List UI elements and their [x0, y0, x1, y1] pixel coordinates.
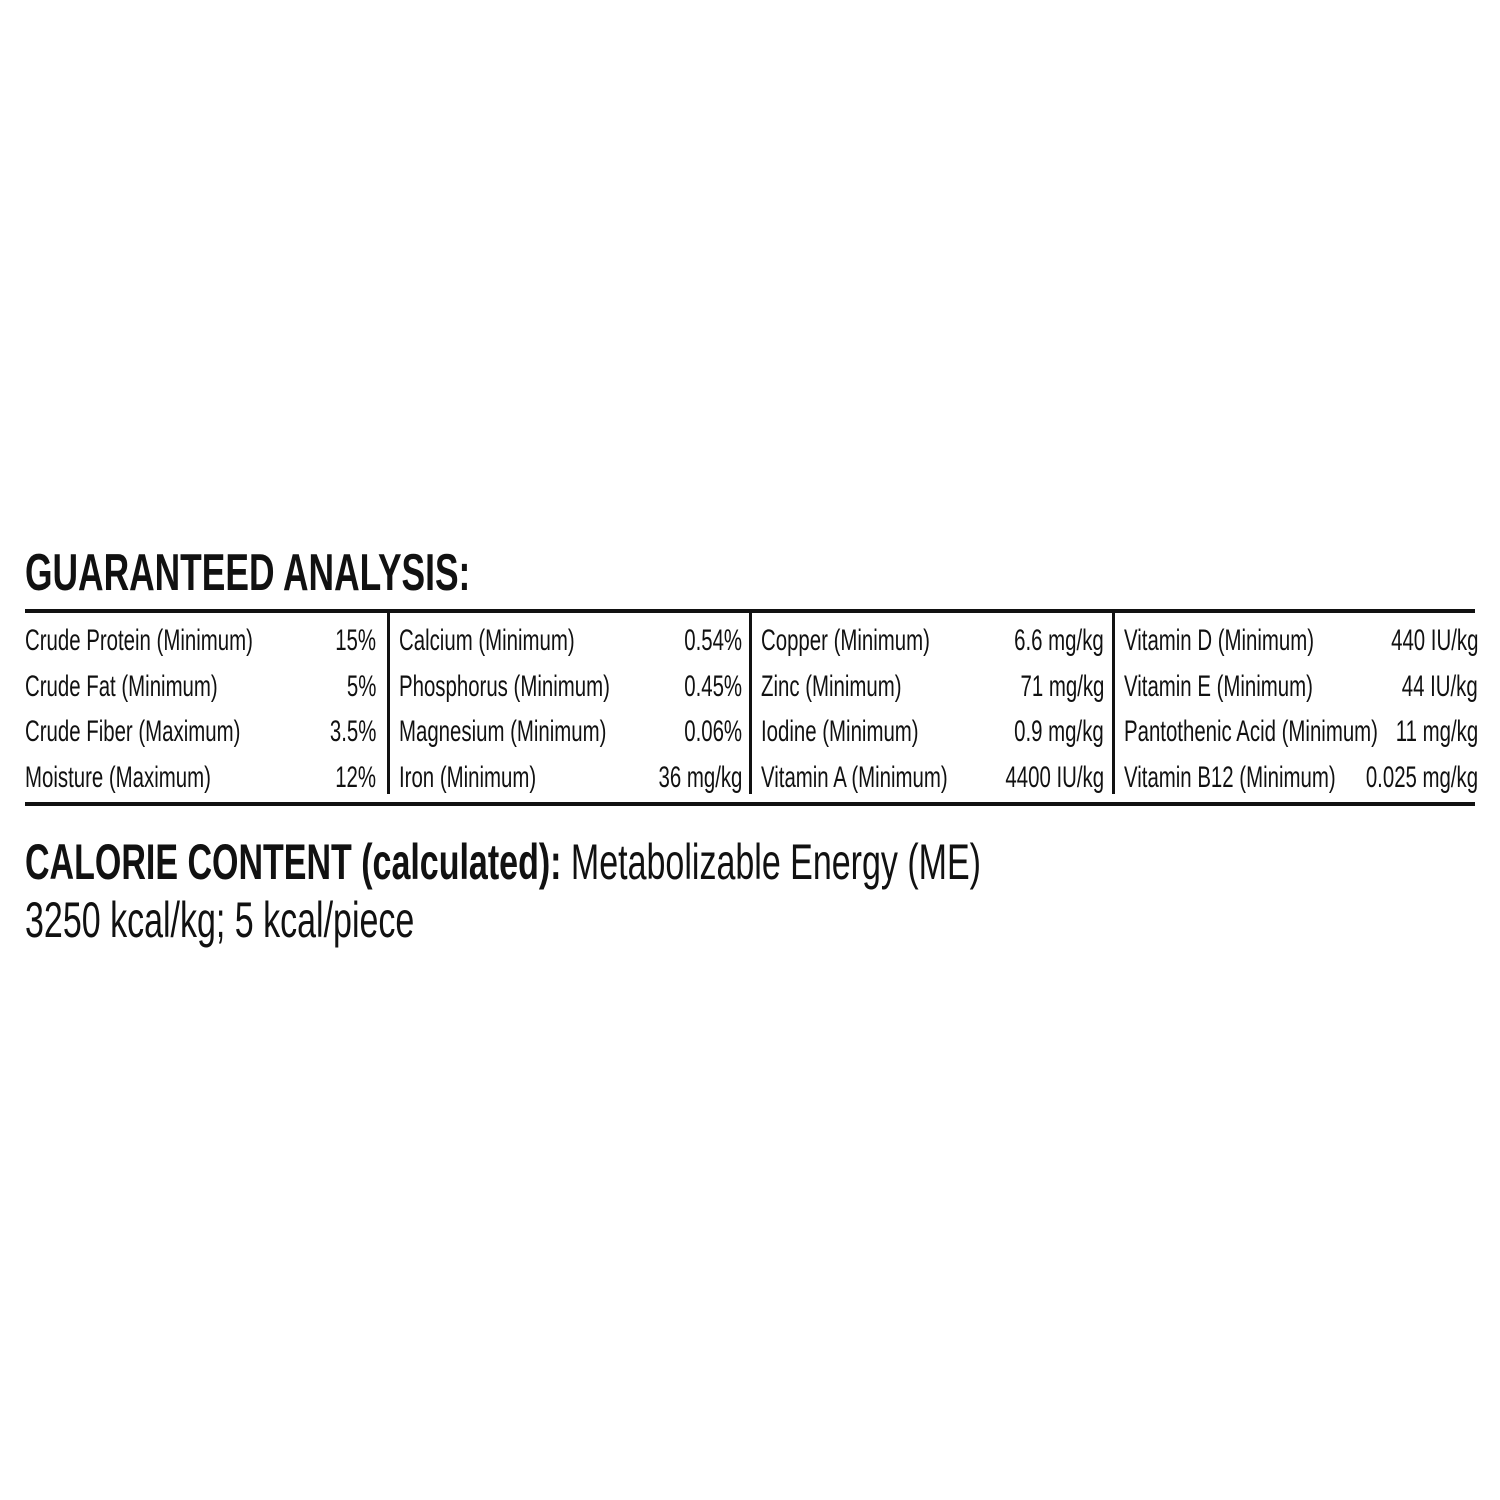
analysis-row: Vitamin A (Minimum) 4400 IU/kg: [761, 755, 1104, 800]
nutrient-label: Pantothenic Acid (Minimum): [1124, 715, 1378, 748]
nutrient-value: 0.54%: [684, 624, 742, 657]
analysis-row: Magnesium (Minimum) 0.06%: [399, 709, 742, 754]
calorie-description: Metabolizable Energy (ME): [561, 834, 981, 890]
nutrient-label: Crude Protein (Minimum): [25, 624, 253, 657]
nutrient-value: 440 IU/kg: [1390, 624, 1478, 657]
nutrient-value: 0.025 mg/kg: [1365, 760, 1478, 794]
nutrient-label: Iron (Minimum): [399, 760, 537, 794]
analysis-row: Iodine (Minimum) 0.9 mg/kg: [761, 709, 1104, 754]
nutrient-value: 5%: [346, 669, 376, 703]
nutrient-label: Moisture (Maximum): [25, 760, 211, 794]
nutrient-value: 44 IU/kg: [1402, 669, 1478, 703]
calorie-heading: CALORIE CONTENT (calculated):: [25, 834, 562, 890]
nutrient-value: 36 mg/kg: [658, 760, 742, 794]
nutrient-value: 4400 IU/kg: [1005, 760, 1104, 794]
nutrient-label: Zinc (Minimum): [761, 669, 902, 703]
analysis-row: Calcium (Minimum) 0.54%: [399, 618, 742, 663]
nutrient-label: Vitamin B12 (Minimum): [1124, 760, 1336, 794]
analysis-column: Copper (Minimum) 6.6 mg/kg Zinc (Minimum) 7…: [749, 613, 1104, 794]
nutrient-label: Vitamin D (Minimum): [1124, 624, 1315, 657]
nutrient-value: 0.9 mg/kg: [1014, 715, 1104, 748]
nutrient-label: Phosphorus (Minimum): [399, 669, 610, 703]
analysis-row: Iron (Minimum) 36 mg/kg: [399, 755, 742, 800]
analysis-row: Phosphorus (Minimum) 0.45%: [399, 664, 742, 709]
analysis-row: Crude Protein (Minimum) 15%: [25, 618, 376, 663]
nutrient-label: Crude Fat (Minimum): [25, 669, 218, 703]
analysis-row: Copper (Minimum) 6.6 mg/kg: [761, 618, 1104, 663]
nutrient-label: Vitamin A (Minimum): [761, 760, 948, 794]
analysis-row: Crude Fat (Minimum) 5%: [25, 664, 376, 709]
analysis-table: Crude Protein (Minimum) 15% Crude Fat (Min…: [25, 609, 1478, 806]
nutrient-value: 71 mg/kg: [1020, 669, 1104, 703]
nutrient-value: 0.45%: [684, 669, 742, 703]
analysis-row: Crude Fiber (Maximum) 3.5%: [25, 709, 376, 754]
nutrient-label: Iodine (Minimum): [761, 715, 919, 748]
calorie-content-line: CALORIE CONTENT (calculated): Metaboliza…: [25, 832, 1431, 892]
analysis-row: Pantothenic Acid (Minimum) 11 mg/kg: [1124, 709, 1478, 754]
analysis-row: Moisture (Maximum) 12%: [25, 755, 376, 800]
nutrient-value: 3.5%: [329, 715, 376, 748]
guaranteed-analysis-heading: GUARANTEED ANALYSIS:: [25, 544, 471, 602]
nutrient-value: 12%: [335, 760, 376, 794]
nutrient-value: 15%: [335, 624, 376, 657]
nutrient-label: Vitamin E (Minimum): [1124, 669, 1313, 703]
nutrient-label: Calcium (Minimum): [399, 624, 575, 657]
analysis-column: Calcium (Minimum) 0.54% Phosphorus (Minimu…: [387, 613, 742, 794]
nutrient-label: Crude Fiber (Maximum): [25, 715, 241, 748]
analysis-row: Vitamin E (Minimum) 44 IU/kg: [1124, 664, 1478, 709]
nutrient-label: Magnesium (Minimum): [399, 715, 607, 748]
analysis-row: Vitamin D (Minimum) 440 IU/kg: [1124, 618, 1478, 663]
analysis-row: Zinc (Minimum) 71 mg/kg: [761, 664, 1104, 709]
nutrient-value: 6.6 mg/kg: [1014, 624, 1104, 657]
nutrient-label: Copper (Minimum): [761, 624, 930, 657]
calorie-values: 3250 kcal/kg; 5 kcal/piece: [25, 892, 415, 948]
analysis-column: Vitamin D (Minimum) 440 IU/kg Vitamin E (M…: [1112, 613, 1478, 794]
nutrient-value: 11 mg/kg: [1395, 715, 1478, 748]
analysis-row: Vitamin B12 (Minimum) 0.025 mg/kg: [1124, 755, 1478, 800]
nutrient-value: 0.06%: [684, 715, 742, 748]
analysis-column: Crude Protein (Minimum) 15% Crude Fat (Min…: [25, 613, 380, 794]
